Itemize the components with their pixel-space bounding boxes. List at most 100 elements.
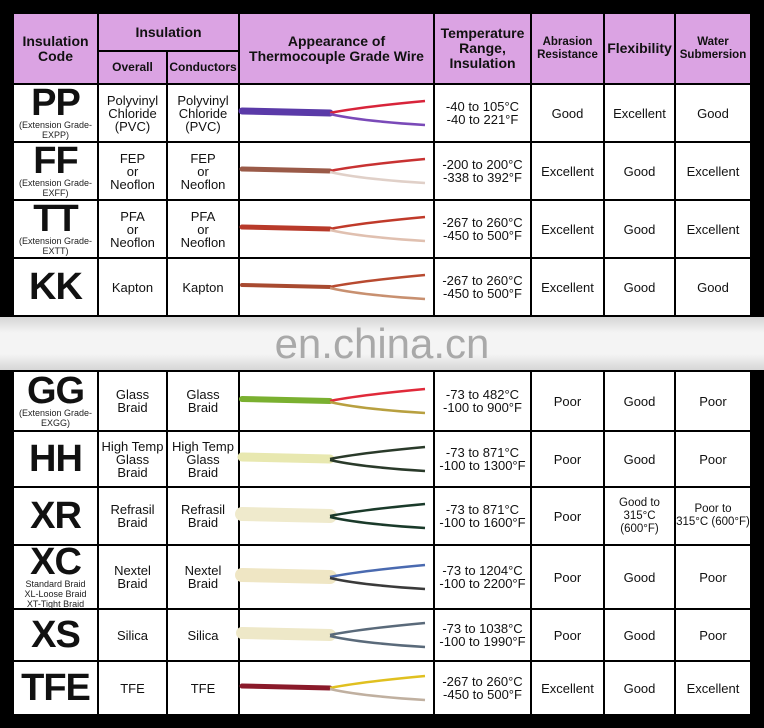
wire	[329, 445, 426, 461]
overall-cell: Polyvinyl Chloride (PVC)	[99, 85, 166, 141]
wire	[239, 396, 333, 404]
wire	[329, 687, 426, 702]
overall-cell: FEP or Neoflon	[99, 143, 166, 199]
code-cell: KK	[14, 259, 97, 315]
code-cell: XS	[14, 610, 97, 660]
wire	[329, 674, 426, 690]
header-cell: Conductors	[168, 52, 238, 83]
wire	[329, 157, 426, 173]
overall-cell: Refrasil Braid	[99, 488, 166, 544]
flexibility-cell: Good	[605, 201, 674, 257]
wire	[238, 107, 334, 117]
overall-cell: Nextel Braid	[99, 546, 166, 608]
wire	[240, 283, 332, 289]
wire	[329, 621, 426, 637]
temperature-cell: -73 to 871°C -100 to 1300°F	[435, 432, 530, 486]
code-cell: TT (Extension Grade- EXTT)	[14, 198, 97, 257]
wire	[235, 507, 337, 523]
wire	[329, 112, 426, 127]
wire	[329, 515, 426, 530]
water-cell: Poor	[676, 610, 750, 660]
header-cell: Overall	[99, 52, 166, 83]
code-note: (Extension Grade- EXFF)	[18, 178, 93, 198]
temperature-cell: -200 to 200°C -338 to 392°F	[435, 143, 530, 199]
water-cell: Excellent	[676, 143, 750, 199]
wire	[329, 576, 426, 591]
temperature-cell: -73 to 482°C -100 to 900°F	[435, 372, 530, 430]
code-label: GG	[26, 370, 85, 412]
flexibility-cell: Good	[605, 259, 674, 315]
temperature-cell: -267 to 260°C -450 to 500°F	[435, 662, 530, 714]
code-note: Standard Braid XL-Loose Braid XT-Tight B…	[24, 579, 87, 609]
water-cell: Good	[676, 259, 750, 315]
wire	[329, 502, 426, 518]
conductors-cell: PFA or Neoflon	[168, 201, 238, 257]
conductors-cell: TFE	[168, 662, 238, 714]
flexibility-cell: Good	[605, 546, 674, 608]
code-label: TT	[33, 198, 78, 240]
code-cell: XC Standard Braid XL-Loose Braid XT-Tight…	[14, 541, 97, 609]
conductors-cell: Silica	[168, 610, 238, 660]
flexibility-cell: Excellent	[605, 85, 674, 141]
code-note: (Extension Grade- EXPP)	[18, 120, 93, 140]
flexibility-cell: Good	[605, 432, 674, 486]
header-cell: Temperature Range, Insulation	[435, 14, 530, 83]
code-label: XC	[30, 541, 82, 583]
wire	[237, 452, 335, 464]
code-label: HH	[29, 438, 83, 480]
water-cell: Poor	[676, 432, 750, 486]
wire	[329, 387, 426, 403]
wire	[329, 634, 426, 649]
wire	[329, 215, 426, 231]
conductors-cell: Nextel Braid	[168, 546, 238, 608]
header-cell: Insulation	[99, 14, 238, 50]
conductors-cell: High Temp Glass Braid	[168, 432, 238, 486]
code-note: (Extension Grade- EXGG)	[18, 408, 93, 428]
wire	[239, 683, 333, 691]
wire	[236, 627, 336, 641]
conductors-cell: Refrasil Braid	[168, 488, 238, 544]
code-label: TFE	[21, 667, 91, 709]
overall-cell: Kapton	[99, 259, 166, 315]
header-cell: Flexibility	[605, 14, 674, 83]
temperature-cell: -267 to 260°C -450 to 500°F	[435, 201, 530, 257]
code-label: PP	[31, 82, 81, 124]
code-cell: GG (Extension Grade- EXGG)	[14, 372, 97, 430]
abrasion-cell: Poor	[532, 432, 603, 486]
abrasion-cell: Good	[532, 85, 603, 141]
water-cell: Poor to 315°C (600°F)	[676, 488, 750, 544]
wire	[329, 273, 426, 289]
temperature-cell: -267 to 260°C -450 to 500°F	[435, 259, 530, 315]
header-cell: Water Submersion	[676, 14, 750, 83]
abrasion-cell: Excellent	[532, 143, 603, 199]
wire	[329, 400, 426, 415]
water-cell: Poor	[676, 546, 750, 608]
header-cell: Abrasion Resistance	[532, 14, 603, 83]
overall-cell: PFA or Neoflon	[99, 201, 166, 257]
code-label: KK	[29, 266, 83, 308]
conductors-cell: Polyvinyl Chloride (PVC)	[168, 85, 238, 141]
wire	[329, 228, 426, 243]
flexibility-cell: Good	[605, 143, 674, 199]
abrasion-cell: Poor	[532, 488, 603, 544]
code-label: FF	[33, 140, 78, 182]
abrasion-cell: Excellent	[532, 259, 603, 315]
wire	[329, 170, 426, 185]
wire	[329, 286, 426, 301]
wire	[329, 458, 426, 473]
code-cell: XR	[14, 488, 97, 544]
abrasion-cell: Excellent	[532, 201, 603, 257]
flexibility-cell: Good to 315°C (600°F)	[605, 488, 674, 544]
conductors-cell: Glass Braid	[168, 372, 238, 430]
abrasion-cell: Poor	[532, 610, 603, 660]
flexibility-cell: Good	[605, 610, 674, 660]
water-cell: Excellent	[676, 201, 750, 257]
abrasion-cell: Excellent	[532, 662, 603, 714]
abrasion-cell: Poor	[532, 546, 603, 608]
code-cell: PP (Extension Grade- EXPP)	[14, 82, 97, 141]
wire	[239, 224, 333, 232]
wire	[329, 99, 426, 115]
header-cell: Insulation Code	[14, 14, 97, 83]
